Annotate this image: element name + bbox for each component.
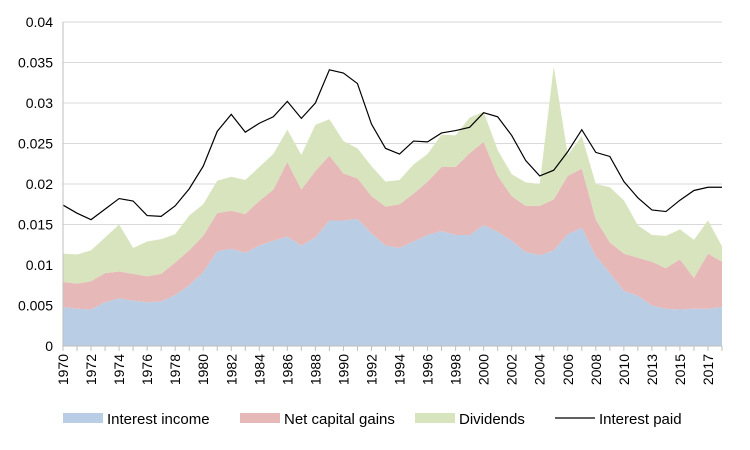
x-tick-label: 1972 <box>83 354 99 385</box>
y-tick-label: 0.03 <box>26 95 53 111</box>
legend-label-dividends: Dividends <box>459 411 525 428</box>
x-tick-label: 2013 <box>644 354 660 385</box>
x-tick-label: 1982 <box>223 354 239 385</box>
area-dividends <box>63 66 722 284</box>
area-interest-income <box>63 218 722 346</box>
axes: 0 0.005 0.01 0.015 0.02 0.025 0.03 0.035 0.04 197… <box>18 14 723 385</box>
y-tick-label: 0.025 <box>18 136 53 152</box>
x-tick-label: 1970 <box>55 354 71 385</box>
legend: Interest income Net capital gains Dividend… <box>63 411 682 428</box>
legend-swatch-interest-income <box>63 413 103 423</box>
x-tick-label: 1980 <box>195 354 211 385</box>
legend-swatch-net-capital-gains <box>240 413 280 423</box>
x-tick-label: 2017 <box>700 354 716 385</box>
x-tick-label: 1986 <box>279 354 295 385</box>
x-tick-label: 1984 <box>251 354 267 385</box>
y-tick-label: 0.04 <box>26 14 53 30</box>
x-tick-label: 1994 <box>392 354 408 385</box>
area-series-layer <box>63 66 722 346</box>
x-tick-label: 1992 <box>363 354 379 385</box>
x-tick-label: 1998 <box>448 354 464 385</box>
y-tick-label: 0.035 <box>18 55 53 71</box>
y-tick-label: 0 <box>45 338 53 354</box>
x-tick-label: 1974 <box>111 354 127 385</box>
y-tick-label: 0.02 <box>26 176 53 192</box>
line-interest-paid <box>62 69 722 221</box>
y-tick-label: 0.015 <box>18 217 53 233</box>
legend-label-interest-paid: Interest paid <box>599 411 682 428</box>
line-series-layer <box>62 69 722 221</box>
x-tick-label: 2006 <box>560 354 576 385</box>
x-tick-label: 2010 <box>616 354 632 385</box>
x-tick-label: 2000 <box>476 354 492 385</box>
area-net-capital-gains <box>63 141 722 310</box>
legend-swatch-dividends <box>415 413 455 423</box>
legend-label-interest-income: Interest income <box>107 411 210 428</box>
x-tick-label: 2002 <box>504 354 520 385</box>
x-tick-label: 1988 <box>307 354 323 385</box>
x-tick-label: 1990 <box>335 354 351 385</box>
legend-label-net-capital-gains: Net capital gains <box>284 411 395 428</box>
x-tick-label: 2004 <box>532 354 548 385</box>
x-tick-label: 1976 <box>139 354 155 385</box>
y-tick-label: 0.005 <box>18 298 53 314</box>
y-tick-label: 0.01 <box>26 257 53 273</box>
x-tick-label: 1978 <box>167 354 183 385</box>
x-tick-label: 2015 <box>672 354 688 385</box>
x-tick-label: 1996 <box>420 354 436 385</box>
x-tick-label: 2008 <box>588 354 604 385</box>
